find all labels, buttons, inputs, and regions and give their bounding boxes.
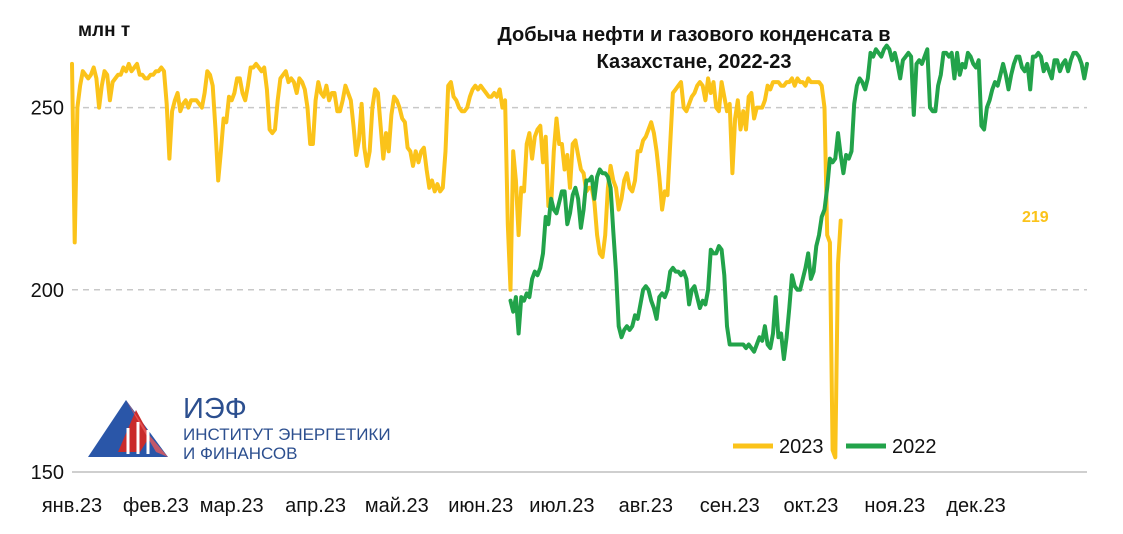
series-line-2022 [508, 43, 1089, 361]
x-tick-label: янв.23 [42, 495, 102, 517]
legend-label-2023: 2023 [779, 436, 824, 458]
chart-title-line-2: Казахстане, 2022-23 [597, 51, 792, 73]
x-tick-label: сен.23 [700, 495, 760, 517]
logo-mark-red [118, 410, 150, 452]
x-tick-label: фев.23 [123, 495, 189, 517]
y-tick-label: 200 [31, 280, 64, 302]
x-tick-label: авг.23 [619, 495, 673, 517]
x-tick-label: окт.23 [783, 495, 838, 517]
y-axis-unit-label: млн т [78, 20, 130, 41]
y-tick-labels: 150 200 250 [31, 98, 64, 484]
chart-title-line-1: Добыча нефти и газового конденсата в [497, 24, 890, 46]
x-tick-label: май.23 [365, 495, 429, 517]
logo-abbreviation: ИЭФ [183, 393, 247, 425]
x-tick-label: ноя.23 [864, 495, 925, 517]
x-tick-label: мар.23 [200, 495, 264, 517]
x-tick-label: июл.23 [529, 495, 594, 517]
annotation-last-value: 219 [1022, 209, 1049, 226]
series-line-2023 [70, 61, 843, 460]
x-tick-label: июн.23 [448, 495, 513, 517]
logo-name-line-1: ИНСТИТУТ ЭНЕРГЕТИКИ [183, 425, 391, 444]
y-tick-label: 150 [31, 462, 64, 484]
legend: 2023 2022 [733, 436, 937, 458]
x-tick-labels: янв.23 фев.23 мар.23 апр.23 май.23 июн.23 июл.… [42, 495, 1006, 517]
ief-logo: ИЭФ ИНСТИТУТ ЭНЕРГЕТИКИ И ФИНАНСОВ [88, 393, 391, 463]
gridlines [72, 106, 1087, 291]
y-tick-label: 250 [31, 98, 64, 120]
logo-name-line-2: И ФИНАНСОВ [183, 444, 297, 463]
x-tick-label: дек.23 [946, 495, 1005, 517]
legend-label-2022: 2022 [892, 436, 937, 458]
series-lines [70, 43, 1089, 460]
x-tick-label: апр.23 [285, 495, 346, 517]
